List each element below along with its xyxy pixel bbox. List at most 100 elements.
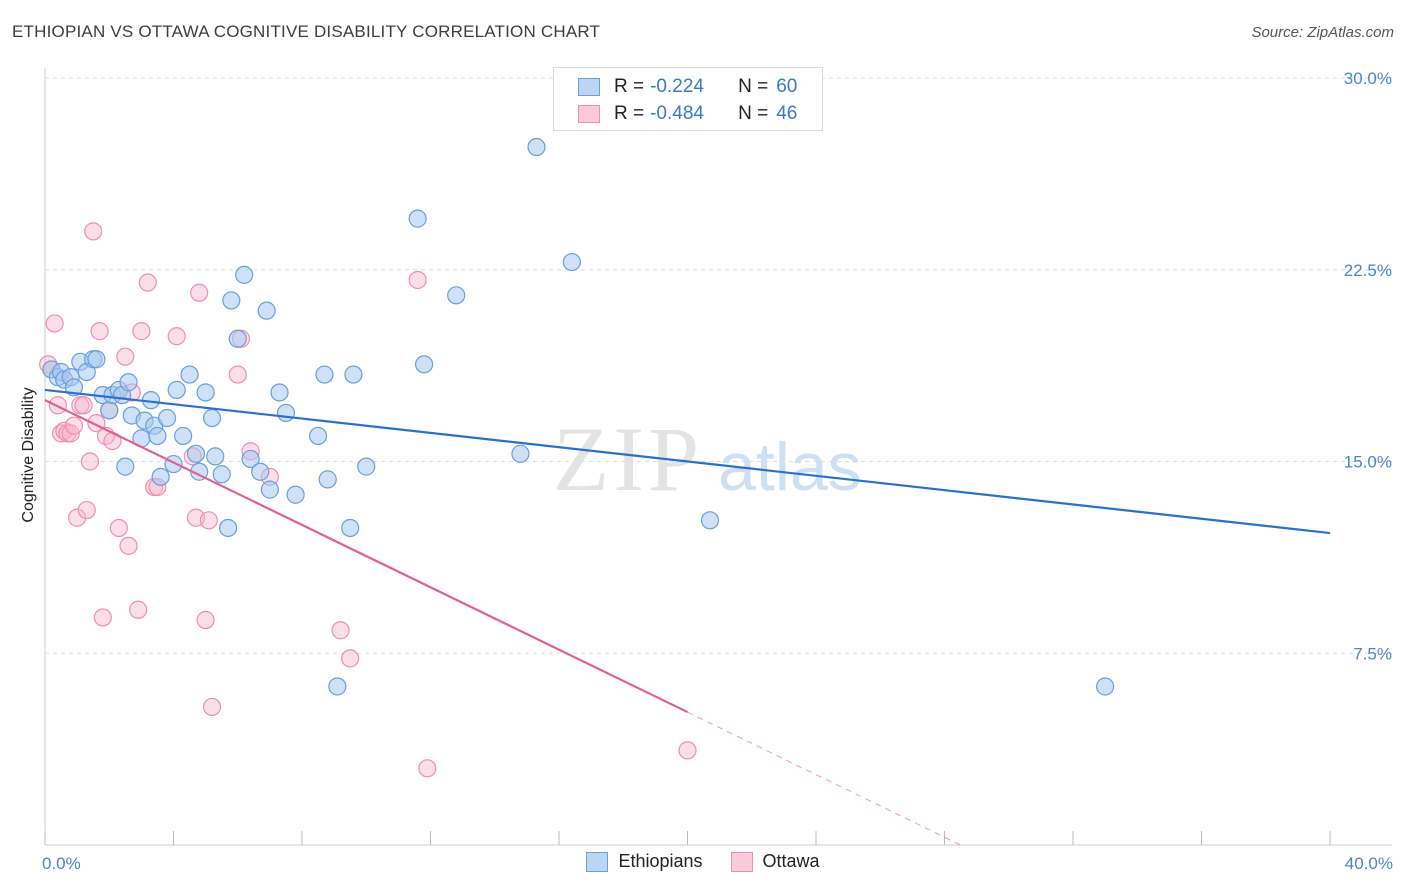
ottawa-point bbox=[331, 621, 350, 640]
correlation-legend: R = -0.224 N = 60 R = -0.484 N = 46 bbox=[553, 67, 823, 131]
ethiopians-trend-line bbox=[44, 388, 1331, 535]
ethiopians-legend-swatch bbox=[586, 851, 609, 872]
ethiopian-point bbox=[344, 365, 363, 384]
r-value: -0.224 bbox=[650, 76, 704, 97]
n-value: 60 bbox=[776, 76, 798, 97]
legend-label-ethiopians: Ethiopians bbox=[618, 851, 703, 871]
ethiopian-point bbox=[157, 408, 177, 428]
chart-source: Source: ZipAtlas.com bbox=[1251, 24, 1394, 41]
ethiopian-point bbox=[341, 518, 360, 538]
x-tick-label: 40.0% bbox=[1345, 854, 1393, 873]
ottawa-point bbox=[84, 222, 103, 241]
ottawa-point bbox=[341, 649, 360, 668]
ethiopian-point bbox=[202, 408, 222, 428]
tick-labels: 7.5% 15.0% 22.5% 30.0% 0.0% 40.0% bbox=[42, 69, 1393, 873]
ethiopian-point bbox=[219, 518, 238, 538]
ottawa-trend-extension bbox=[687, 711, 961, 846]
ethiopian-point bbox=[260, 480, 279, 499]
ethiopian-point bbox=[148, 426, 167, 446]
ottawa-swatch bbox=[578, 105, 600, 123]
ethiopian-point bbox=[151, 467, 170, 486]
ethiopian-point bbox=[116, 457, 135, 476]
grid-lines bbox=[45, 77, 1392, 654]
y-tick-label: 22.5% bbox=[1344, 261, 1392, 280]
ethiopian-point bbox=[257, 301, 276, 320]
ethiopian-point bbox=[206, 447, 225, 466]
ethiopian-point bbox=[174, 426, 193, 446]
ethiopian-point bbox=[511, 444, 530, 463]
ethiopian-point bbox=[251, 462, 270, 481]
ethiopian-point bbox=[562, 252, 581, 272]
ethiopian-point bbox=[222, 291, 241, 310]
ottawa-point bbox=[90, 322, 109, 341]
r-label: R = bbox=[614, 76, 645, 97]
ottawa-legend-swatch bbox=[730, 851, 753, 872]
ethiopian-point bbox=[241, 449, 260, 469]
ethiopian-point bbox=[167, 380, 186, 400]
ethiopian-point bbox=[119, 373, 138, 392]
legend-item-ethiopians: Ethiopians bbox=[586, 851, 703, 872]
watermark: ZIP atlas bbox=[553, 408, 862, 510]
ethiopian-point bbox=[328, 677, 347, 696]
ethiopians-swatch bbox=[578, 78, 600, 96]
ottawa-point bbox=[93, 608, 112, 627]
watermark-zip: ZIP bbox=[553, 408, 703, 510]
ethiopian-point bbox=[100, 401, 119, 420]
ottawa-point bbox=[129, 600, 148, 619]
ethiopian-point bbox=[180, 365, 199, 384]
ottawa-point bbox=[138, 273, 157, 292]
ottawa-point bbox=[68, 508, 87, 527]
ethiopian-point bbox=[318, 470, 337, 489]
legend-row-ethiopians: R = -0.224 N = 60 bbox=[578, 75, 797, 99]
ottawa-trend-line bbox=[44, 399, 688, 714]
ethiopian-point bbox=[447, 286, 466, 305]
ethiopian-point bbox=[276, 403, 296, 423]
n-label: N = bbox=[738, 103, 769, 124]
legend-label-ottawa: Ottawa bbox=[762, 851, 820, 871]
ottawa-point bbox=[190, 283, 209, 302]
ethiopian-point bbox=[164, 454, 183, 474]
ethiopian-point bbox=[228, 329, 247, 348]
ottawa-point bbox=[77, 500, 96, 520]
ottawa-point bbox=[119, 536, 138, 555]
ethiopian-point bbox=[196, 383, 215, 402]
ottawa-point bbox=[45, 314, 64, 333]
ethiopian-point bbox=[414, 355, 434, 374]
legend-item-ottawa: Ottawa bbox=[730, 851, 820, 872]
ottawa-point bbox=[109, 518, 128, 538]
ethiopian-point bbox=[1096, 677, 1115, 696]
ethiopian-point bbox=[286, 485, 305, 504]
ottawa-point bbox=[418, 759, 437, 778]
ottawa-point bbox=[196, 610, 215, 630]
ethiopian-point bbox=[87, 350, 106, 369]
n-label: N = bbox=[738, 76, 769, 97]
ottawa-point bbox=[80, 452, 100, 471]
ethiopian-point bbox=[700, 511, 720, 530]
ethiopian-point bbox=[308, 426, 328, 446]
ethiopian-point bbox=[357, 457, 376, 476]
trend-lines bbox=[44, 388, 1331, 846]
legend-row-ottawa: R = -0.484 N = 46 bbox=[578, 102, 797, 126]
ottawa-point bbox=[202, 697, 222, 717]
ottawa-point bbox=[408, 270, 427, 290]
y-tick-label: 7.5% bbox=[1353, 644, 1392, 663]
ethiopian-point bbox=[315, 365, 334, 384]
chart-title: ETHIOPIAN VS OTTAWA COGNITIVE DISABILITY… bbox=[12, 22, 601, 41]
ethiopian-point bbox=[212, 465, 231, 484]
ottawa-point bbox=[64, 416, 84, 435]
series-legend: Ethiopians Ottawa bbox=[0, 851, 1406, 872]
x-tick-label: 0.0% bbox=[42, 854, 81, 873]
ethiopian-point bbox=[235, 265, 254, 284]
r-label: R = bbox=[614, 103, 645, 124]
y-axis-label: Cognitive Disability bbox=[20, 387, 37, 522]
ottawa-point bbox=[678, 741, 697, 760]
ottawa-point bbox=[167, 327, 186, 346]
y-tick-label: 15.0% bbox=[1344, 453, 1392, 472]
ottawa-point bbox=[74, 396, 93, 415]
ottawa-point bbox=[199, 511, 218, 530]
ethiopian-point bbox=[270, 383, 289, 402]
ethiopian-point bbox=[186, 444, 206, 463]
n-value: 46 bbox=[776, 103, 798, 124]
ottawa-point bbox=[228, 365, 247, 384]
